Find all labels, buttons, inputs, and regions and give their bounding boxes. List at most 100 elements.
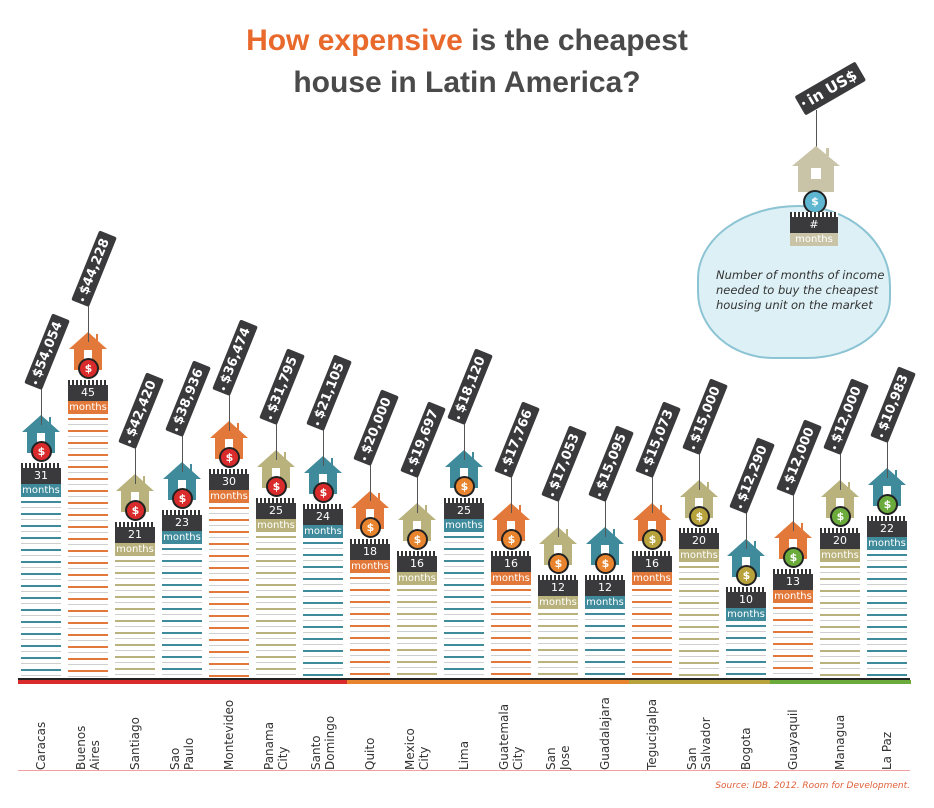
dollar-coin-icon: $ bbox=[501, 529, 522, 551]
months-value: 22 bbox=[867, 520, 907, 537]
months-box: 21 months bbox=[115, 521, 155, 556]
months-value: 24 bbox=[303, 508, 343, 525]
months-box: 13 months bbox=[773, 568, 813, 603]
city-label: Guayaquil bbox=[786, 690, 800, 770]
city-label-line: La Paz bbox=[880, 731, 894, 770]
months-label: months bbox=[820, 548, 860, 562]
bar-stripes bbox=[585, 612, 625, 680]
legend-description: Number of months of income needed to buy… bbox=[716, 268, 885, 312]
city-label: Managua bbox=[833, 690, 847, 770]
city-label: Bogota bbox=[739, 690, 753, 770]
house-icon bbox=[116, 473, 154, 512]
city-label-line: Panama bbox=[262, 721, 276, 770]
price-tag: $12,290 bbox=[729, 436, 775, 514]
price-tag: $12,000 bbox=[776, 418, 822, 496]
house-icon bbox=[163, 461, 201, 500]
house-icon bbox=[69, 332, 107, 370]
city-label-line: Guayaquil bbox=[786, 709, 800, 770]
dollar-coin-icon: $ bbox=[736, 564, 757, 586]
tag-string bbox=[276, 422, 277, 460]
house-icon bbox=[727, 538, 765, 577]
bar-stripes bbox=[632, 589, 672, 680]
dollar-coin-icon: $ bbox=[877, 493, 898, 515]
baseline-segment bbox=[253, 680, 300, 684]
city-label: Panama City bbox=[262, 690, 290, 770]
column-guayaquil: $13 months $12,000 Guayaquil bbox=[773, 0, 822, 808]
months-label: months bbox=[397, 572, 437, 586]
column-mexico-city: $16 months $19,697 Mexico City bbox=[397, 0, 446, 808]
price-tag: $42,420 bbox=[118, 371, 164, 449]
column-sao-paulo: $23 months $38,936 Sao Paulo bbox=[162, 0, 211, 808]
tag-string bbox=[793, 492, 794, 531]
months-value: 31 bbox=[21, 467, 61, 484]
tag-string bbox=[88, 304, 89, 342]
price-tag: $10,983 bbox=[870, 365, 916, 443]
months-box: 10 months bbox=[726, 586, 766, 621]
months-label: months bbox=[491, 572, 531, 586]
tag-string bbox=[746, 510, 747, 549]
months-value: 21 bbox=[115, 526, 155, 543]
price-tag: $54,054 bbox=[24, 312, 70, 390]
months-value: 13 bbox=[773, 573, 813, 590]
title-line-1: How expensive is the cheapest bbox=[0, 22, 934, 60]
bar-stripes bbox=[867, 553, 907, 680]
city-label: Tegucigalpa bbox=[645, 690, 659, 770]
months-box: 20 months bbox=[679, 527, 719, 562]
price-tag: $17,053 bbox=[541, 424, 587, 502]
price-tag: $38,936 bbox=[165, 359, 211, 437]
house-icon bbox=[586, 526, 624, 565]
price-tag: $12,000 bbox=[823, 377, 869, 455]
tag-string bbox=[182, 433, 183, 472]
months-label: months bbox=[773, 589, 813, 603]
dollar-coin-icon: $ bbox=[172, 487, 193, 509]
tag-string bbox=[41, 386, 42, 425]
months-box: 24 months bbox=[303, 503, 343, 538]
city-label: Santiago bbox=[128, 690, 142, 770]
months-value: 12 bbox=[538, 579, 578, 596]
months-label: months bbox=[726, 607, 766, 621]
column-san-jose: $12 months $17,053 San Jose bbox=[538, 0, 587, 808]
city-label: Sao Paulo bbox=[168, 690, 196, 770]
title-line-2: house in Latin America? bbox=[293, 66, 641, 99]
tag-string bbox=[558, 498, 559, 537]
bar-stripes bbox=[679, 565, 719, 680]
price-tag: $31,795 bbox=[259, 348, 305, 426]
house-icon bbox=[774, 520, 812, 559]
price-tag: $15,073 bbox=[635, 401, 681, 479]
city-label-line: Bogota bbox=[739, 727, 753, 770]
bar-stripes bbox=[115, 559, 155, 680]
city-label: Quito bbox=[363, 690, 377, 770]
months-box: 12 months bbox=[585, 574, 625, 609]
city-label-line: Domingo bbox=[323, 715, 337, 770]
dollar-coin-icon: $ bbox=[125, 499, 146, 521]
legend-months-box: # months bbox=[790, 212, 838, 246]
baseline-color-band bbox=[18, 680, 911, 684]
baseline-segment bbox=[864, 680, 911, 684]
price-tag: $36,474 bbox=[212, 318, 258, 396]
months-label: months bbox=[303, 524, 343, 538]
bar-stripes bbox=[209, 506, 249, 680]
column-guadalajara: $12 months $15,095 Guadalajara bbox=[585, 0, 634, 808]
tag-string bbox=[652, 475, 653, 514]
dollar-coin-icon: $ bbox=[830, 505, 851, 527]
city-label: Santo Domingo bbox=[309, 690, 337, 770]
months-label: months bbox=[21, 483, 61, 497]
house-icon bbox=[492, 503, 530, 542]
source-note: Source: IDB. 2012. Room for Development. bbox=[715, 781, 910, 791]
house-icon bbox=[445, 450, 483, 488]
baseline-segment bbox=[394, 680, 441, 684]
city-label-line: Aires bbox=[88, 740, 102, 770]
months-box: 25 months bbox=[256, 498, 296, 532]
city-label-line: Sao bbox=[168, 747, 182, 770]
months-label: months bbox=[538, 595, 578, 609]
months-label: months bbox=[867, 536, 907, 550]
months-box: 20 months bbox=[820, 527, 860, 562]
tag-string bbox=[229, 392, 230, 431]
months-box: 22 months bbox=[867, 515, 907, 550]
baseline-segment bbox=[65, 680, 112, 684]
price-tag: $15,095 bbox=[588, 424, 634, 502]
bar-stripes bbox=[726, 624, 766, 680]
bar-stripes bbox=[397, 589, 437, 680]
baseline-segment bbox=[112, 680, 159, 684]
